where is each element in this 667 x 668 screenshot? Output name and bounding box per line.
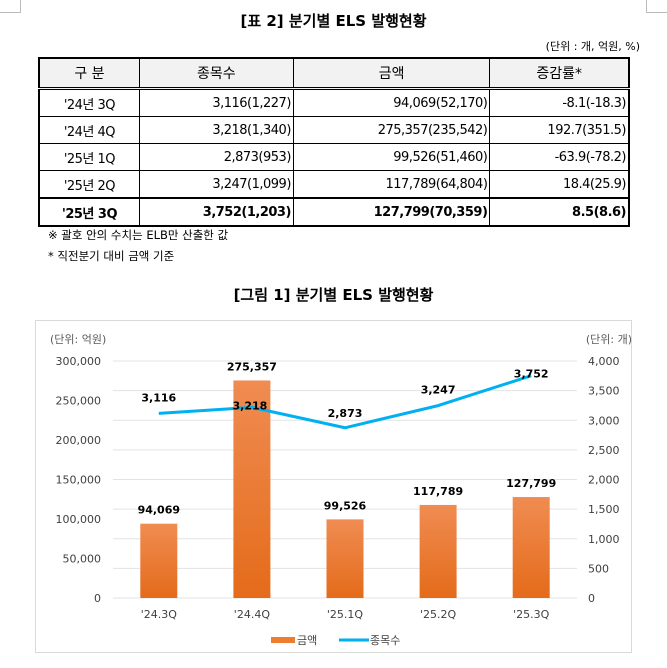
bar-data-label: 127,799 [506,477,556,490]
table-cell: 2,873(953) [138,143,294,171]
table-title: [표 2] 분기별 ELS 발행현황 [240,12,427,30]
right-axis-tick: 3,500 [588,385,620,398]
left-axis-tick: 250,000 [56,395,102,408]
right-axis-tick: 3,000 [588,414,620,427]
chart-container: 0 500 1,000 1,500 2,000 2,500 3,000 3,500 4,000 0… [35,320,632,653]
bar-amount [233,380,271,598]
table-cell: '25년 3Q [38,197,140,227]
x-axis-tick: '25.3Q [513,608,550,621]
line-data-label: 2,873 [328,407,363,420]
table-cell: 275,357(235,542) [292,116,491,144]
figure-title: [그림 1] 분기별 ELS 발행현황 [233,286,434,304]
table-row: '24년 3Q 3,116(1,227) 94,069(52,170) -8.1(-1… [38,88,630,117]
table-unit: (단위 : 개, 억원, %) [545,40,640,53]
legend-swatch-amount [271,637,295,643]
table-cell: '25년 1Q [38,143,140,171]
table-cell: 3,116(1,227) [138,88,294,117]
table-cell: 192.7(351.5) [489,116,630,144]
bar-data-label: 275,357 [227,360,277,373]
line-data-label: 3,752 [514,368,549,381]
table-cell: '24년 4Q [38,116,140,144]
bar-data-label: 99,526 [324,499,367,512]
table-cell: 99,526(51,460) [292,143,491,171]
table-row: '25년 2Q 3,247(1,099) 117,789(64,804) 18.4(2… [38,170,630,199]
combo-chart: 0 500 1,000 1,500 2,000 2,500 3,000 3,500 4,000 0… [50,333,632,647]
left-axis-tick: 50,000 [63,553,102,566]
line-data-label: 3,218 [233,399,268,412]
right-axis-tick: 4,000 [588,355,620,368]
legend-label-amount: 금액 [297,634,317,647]
column-header: 금액 [292,57,491,90]
table-cell: 8.5(8.6) [489,197,630,227]
right-axis-tick: 1,000 [588,533,620,546]
table-cell: 94,069(52,170) [292,88,491,117]
x-axis-tick: '25.2Q [420,608,457,621]
right-axis-tick: 500 [588,562,609,575]
table-row: '24년 4Q 3,218(1,340) 275,357(235,542) 192.7… [38,116,630,144]
left-axis-tick: 300,000 [56,355,102,368]
column-header: 종목수 [138,57,294,90]
table-cell: 3,218(1,340) [138,116,294,144]
bar-amount [140,523,178,598]
table-cell: 117,789(64,804) [292,170,491,199]
table-row: '25년 3Q 3,752(1,203) 127,799(70,359) 8.5(8.… [38,197,630,227]
table-cell: 3,752(1,203) [138,197,294,227]
x-axis-tick: '24.4Q [234,608,271,621]
table-note: * 직전분기 대비 금액 기준 [48,249,175,263]
x-axis-tick: '24.3Q [141,608,178,621]
table-cell: -8.1(-18.3) [489,88,630,117]
table-cell: '25년 2Q [38,170,140,199]
left-axis-tick: 200,000 [56,434,102,447]
page-corner-mark [646,0,667,13]
table-note: ※ 괄호 안의 수치는 ELB만 산출한 값 [48,228,229,242]
line-data-label: 3,116 [141,391,176,404]
table-cell: 3,247(1,099) [138,170,294,199]
bar-amount [512,497,550,598]
page-corner-mark [0,0,21,13]
bar-data-label: 117,789 [413,485,463,498]
table-cell: -63.9(-78.2) [489,143,630,171]
line-data-label: 3,247 [421,384,456,397]
column-header: 증감률* [489,57,630,90]
table-cell: 18.4(25.9) [489,170,630,199]
right-axis-tick: 1,500 [588,503,620,516]
left-axis-tick: 0 [94,592,101,605]
els-table: 구 분 종목수 금액 증감률* '24년 3Q 3,116(1,227) 94,069(5… [38,57,630,227]
bar-amount [419,504,457,598]
left-axis-label: (단위: 억원) [50,333,106,346]
bar-amount [326,519,364,598]
right-axis-label: (단위: 개) [586,333,632,346]
right-axis-tick: 2,500 [588,444,620,457]
table-cell: 127,799(70,359) [292,197,491,227]
left-axis-tick: 100,000 [56,513,102,526]
table-row: '25년 1Q 2,873(953) 99,526(51,460) -63.9(-78… [38,143,630,171]
column-header: 구 분 [38,57,140,90]
bar-data-label: 94,069 [138,504,180,517]
right-axis-tick: 0 [588,592,595,605]
right-axis-tick: 2,000 [588,474,620,487]
table-cell: '24년 3Q [38,88,140,117]
legend-label-count: 종목수 [370,634,400,647]
x-axis-tick: '25.1Q [327,608,364,621]
left-axis-tick: 150,000 [56,474,102,487]
